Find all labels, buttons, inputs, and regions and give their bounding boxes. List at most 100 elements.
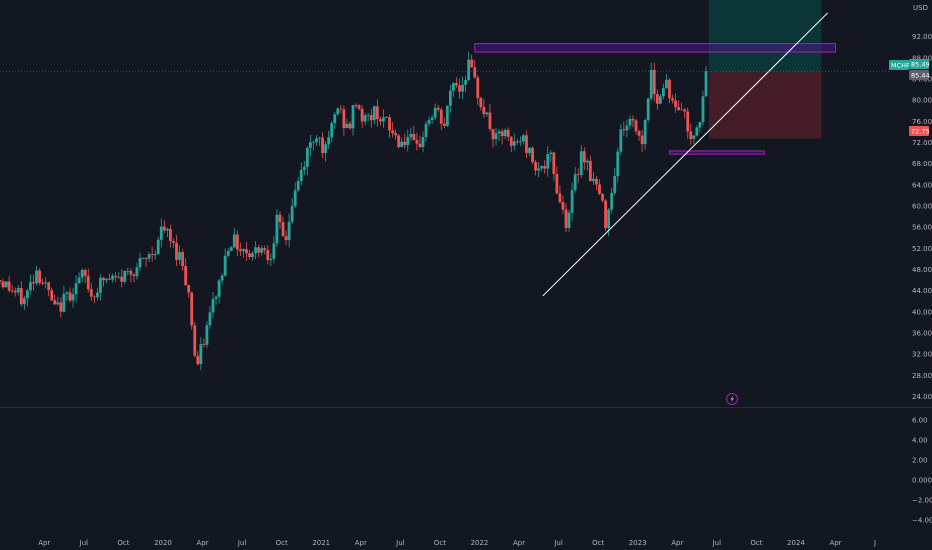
candle-body [704, 71, 708, 97]
candle-body [281, 222, 285, 237]
candle-body [184, 266, 188, 286]
candle-body [607, 209, 611, 229]
resistance-zone [474, 43, 837, 53]
candle-body [601, 193, 604, 201]
y-tick-label: 48.00 [912, 266, 932, 274]
target-zone [708, 0, 822, 72]
candle-body [80, 270, 84, 278]
candle-body [662, 88, 665, 97]
candle-body [105, 278, 108, 281]
candle-body [372, 106, 376, 121]
candle-body [99, 277, 102, 293]
candle-body [515, 141, 519, 143]
y-tick-label: 80.00 [912, 97, 932, 105]
candle-body [29, 282, 32, 291]
candle-body [284, 236, 288, 241]
indicator-tick-label: 6.00 [912, 417, 928, 425]
candle-body [10, 290, 14, 292]
candle-body [671, 98, 674, 101]
candle-body [25, 290, 29, 299]
time-axis[interactable]: Apr Jul Oct 2020 Apr Jul Oct 2021 Apr Jul Oct 2022 A… [38, 539, 876, 547]
candle-body [646, 98, 650, 120]
candle-body [239, 249, 242, 252]
candle-body [144, 258, 148, 259]
candle-body [695, 127, 699, 136]
candle-body [232, 234, 236, 248]
candle-body [278, 214, 282, 223]
entry-price-text: 85.44 [911, 72, 930, 80]
candle-body [263, 248, 267, 251]
candle-body [354, 105, 358, 106]
x-tick-label: Jul [553, 539, 563, 547]
candle-body [254, 247, 258, 254]
candle-body [248, 253, 251, 257]
candle-body [546, 154, 550, 169]
candle-body [269, 258, 273, 261]
y-tick-label: 60.00 [912, 203, 932, 211]
indicator-tick-label: −4.00 [912, 517, 932, 525]
x-tick-label: J [873, 539, 876, 547]
y-tick-label: 64.00 [912, 181, 932, 189]
x-tick-label: Apr [671, 539, 683, 547]
candle-body [129, 270, 133, 275]
x-tick-label: Apr [196, 539, 208, 547]
candle-body [13, 290, 17, 293]
candle-body [375, 106, 379, 120]
candle-body [56, 302, 60, 305]
position-tool[interactable] [708, 0, 822, 139]
candle-body [640, 135, 644, 145]
candle-body [357, 105, 361, 109]
x-tick-label: Oct [592, 539, 604, 547]
candle-body [531, 147, 534, 163]
candle-body [327, 137, 331, 145]
candle-body [159, 226, 163, 240]
candle-body [528, 147, 531, 154]
candle-body [0, 280, 2, 282]
indicator-tick-label: −2.00 [912, 497, 932, 505]
candle-body [473, 67, 477, 78]
candle-body [576, 174, 580, 176]
x-tick-label: 2020 [154, 539, 172, 547]
candle-body [369, 115, 373, 121]
candle-body [169, 228, 172, 242]
candle-body [342, 109, 346, 129]
candle-body [199, 344, 203, 365]
candle-body [570, 190, 574, 213]
x-tick-label: Jul [237, 539, 247, 547]
trendline-layer[interactable] [542, 12, 828, 297]
candle-body [385, 117, 388, 119]
entry-price-badge [909, 70, 929, 80]
candle-body [692, 135, 696, 139]
candle-body [634, 120, 638, 132]
candle-body [665, 79, 668, 89]
candle-body [500, 131, 504, 137]
candle-body [436, 107, 440, 110]
x-tick-label: Oct [276, 539, 288, 547]
y-tick-label: 28.00 [912, 372, 932, 380]
y-tick-label: 56.00 [912, 224, 932, 232]
candle-body [205, 325, 209, 345]
x-tick-label: Oct [117, 539, 129, 547]
candle-body [299, 169, 303, 182]
candle-body [260, 248, 264, 253]
candle-body [479, 98, 483, 108]
candle-body [598, 184, 601, 194]
lightning-icon[interactable] [726, 393, 738, 405]
stop-price-text: 72.75 [911, 128, 930, 136]
y-tick-label: 44.00 [912, 287, 932, 295]
resistance-zones[interactable] [474, 43, 837, 155]
candle-body [77, 277, 81, 284]
candle-body [391, 130, 394, 134]
candle-body [418, 143, 422, 147]
candle-body [415, 140, 419, 144]
candle-body [485, 112, 489, 115]
indicator-axis[interactable]: 6.00 4.00 2.00 0.000 −2.00 −4.00 [912, 417, 932, 525]
candle-body [53, 300, 57, 305]
candle-body [509, 136, 513, 146]
candle-body [649, 69, 653, 99]
candle-body [71, 294, 75, 301]
stop-zone [708, 71, 822, 139]
candle-body [567, 212, 571, 228]
candle-body [549, 152, 553, 155]
